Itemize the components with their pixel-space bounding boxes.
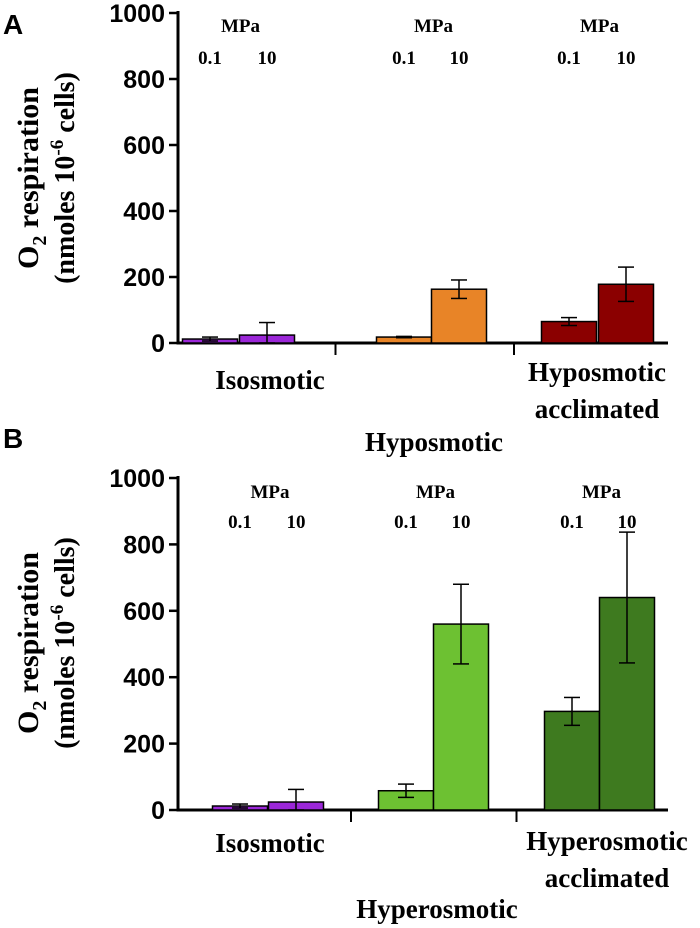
y-tick-label: 600 xyxy=(123,132,165,160)
pressure-level-label: 10 xyxy=(452,512,471,533)
y-axis-title-units: (nmoles 10 xyxy=(50,156,81,284)
pressure-level-label: 0.1 xyxy=(392,48,416,69)
panel-label: B xyxy=(3,423,23,454)
y-tick-label: 400 xyxy=(123,664,165,692)
x-category-label: Hyposmotic xyxy=(365,427,503,457)
y-axis-title-line1: O2 respiration xyxy=(12,552,51,734)
y-axis-title-rest: respiration xyxy=(12,87,45,236)
pressure-level-label: 0.1 xyxy=(228,512,252,533)
chart-panel-a: A O2 respiration (nmoles 10-6 cells) 0 200 40… xyxy=(3,0,668,457)
bar-group-hyperosmotic: MPa 0.1 10 Hyperosmotic xyxy=(356,482,517,924)
y-axis-title-subscript: 2 xyxy=(29,701,51,711)
y-axis-title-superscript: -6 xyxy=(47,605,68,621)
pressure-level-label: 0.1 xyxy=(557,48,581,69)
x-category-label: Isosmotic xyxy=(215,365,325,395)
x-category-label: acclimated xyxy=(545,863,669,893)
bar-group-hyposmotic-acclimated: MPa 0.1 10 Hyposmotic acclimated xyxy=(528,16,666,424)
x-category-label: acclimated xyxy=(535,394,659,424)
pressure-level-label: 10 xyxy=(258,48,277,69)
y-tick-label: 200 xyxy=(123,264,165,292)
y-axis-title-units-end: cells) xyxy=(50,72,81,140)
y-tick-label: 800 xyxy=(123,66,165,94)
y-tick-label: 800 xyxy=(123,531,165,559)
y-axis-title-o: O xyxy=(12,246,45,269)
y-axis-title-subscript: 2 xyxy=(29,236,51,246)
y-axis-title-units-end: cells) xyxy=(50,537,81,605)
y-tick-label: 0 xyxy=(151,330,165,358)
y-axis-title-line2: (nmoles 10-6 cells) xyxy=(47,537,81,749)
x-category-label: Hyperosmotic xyxy=(526,826,687,856)
y-tick-label: 200 xyxy=(123,731,165,759)
pressure-unit-label: MPa xyxy=(221,16,261,37)
bar-group-hyperosmotic-acclimated: MPa 0.1 10 Hyperosmotic acclimated xyxy=(526,482,687,893)
pressure-unit-label: MPa xyxy=(580,16,620,37)
pressure-level-label: 10 xyxy=(618,512,637,533)
y-axis-title-o: O xyxy=(12,711,45,734)
y-axis-title-line2: (nmoles 10-6 cells) xyxy=(47,72,81,284)
x-category-label: Isosmotic xyxy=(215,828,325,858)
y-axis-title-superscript: -6 xyxy=(47,140,68,156)
y-axis-title-rest: respiration xyxy=(12,552,45,701)
y-tick-label: 1000 xyxy=(109,465,165,493)
x-category-label: Hyposmotic xyxy=(528,357,666,387)
pressure-level-label: 10 xyxy=(450,48,469,69)
bar-group-isosmotic: MPa 0.1 10 Isosmotic xyxy=(211,482,325,858)
pressure-level-label: 0.1 xyxy=(198,48,222,69)
x-category-label: Hyperosmotic xyxy=(356,894,517,924)
y-tick-label: 400 xyxy=(123,198,165,226)
pressure-unit-label: MPa xyxy=(414,16,454,37)
pressure-level-label: 0.1 xyxy=(560,512,584,533)
pressure-level-label: 10 xyxy=(617,48,636,69)
y-tick-label: 0 xyxy=(151,797,165,825)
bar xyxy=(543,710,601,811)
chart-panel-b: B O2 respiration (nmoles 10-6 cells) 0 200 40… xyxy=(3,423,688,924)
panel-label: A xyxy=(3,9,23,40)
bar xyxy=(597,283,655,344)
pressure-level-label: 0.1 xyxy=(394,512,418,533)
pressure-unit-label: MPa xyxy=(250,482,290,503)
y-tick-label: 1000 xyxy=(109,0,165,28)
pressure-unit-label: MPa xyxy=(416,482,456,503)
bar-group-isosmotic: MPa 0.1 10 Isosmotic xyxy=(181,16,325,395)
y-axis-title-line1: O2 respiration xyxy=(12,87,51,269)
bar-group-hyposmotic: MPa 0.1 10 Hyposmotic xyxy=(365,16,503,457)
pressure-level-label: 10 xyxy=(287,512,306,533)
y-tick-label: 600 xyxy=(123,598,165,626)
pressure-unit-label: MPa xyxy=(582,482,622,503)
y-axis-title-units: (nmoles 10 xyxy=(50,621,81,749)
